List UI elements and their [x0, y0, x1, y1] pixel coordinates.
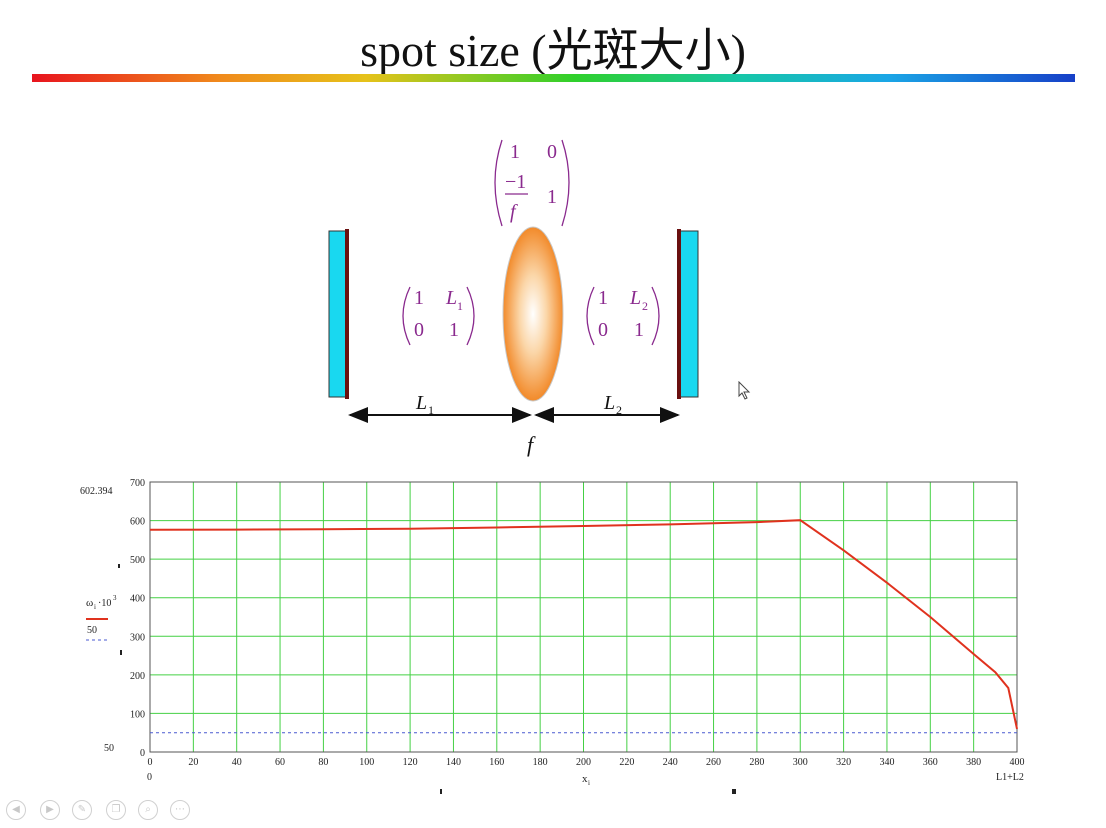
x-tick-label: 300 — [793, 757, 808, 768]
left-matrix-r1c2: L — [445, 287, 457, 309]
more-icon[interactable]: ⋯ — [170, 800, 190, 820]
copy-icon[interactable]: ❐ — [106, 800, 126, 820]
x-tick-label: 120 — [403, 757, 418, 768]
zoom-icon[interactable]: ⌕ — [138, 800, 158, 820]
y-min-readout: 50 — [104, 743, 114, 754]
lens-matrix-r1c1: 1 — [510, 141, 520, 163]
legend-series-1-label: ω — [86, 597, 93, 609]
x-tick-label: 20 — [188, 757, 198, 768]
x-tick-label: 200 — [576, 757, 591, 768]
slide-title: spot size (光斑大小) — [360, 25, 746, 76]
title-underline-bar — [32, 74, 1075, 82]
x-tick-label: 380 — [966, 757, 981, 768]
y-tick-label: 200 — [130, 671, 145, 682]
x-tick-labels: 0 20 40 60 80 100 120 140 160 180 200 220 240 260 280 3… — [148, 757, 1025, 768]
y-tick-label: 0 — [140, 748, 145, 759]
right-matrix-r2c2: 1 — [634, 319, 644, 341]
x-tick-label: 0 — [148, 757, 153, 768]
x-tick-label: 160 — [489, 757, 504, 768]
legend-series-1-sup: 3 — [113, 594, 117, 602]
right-mirror — [677, 229, 699, 399]
l1-label-sub: 1 — [428, 403, 434, 417]
x-tick-label: 60 — [275, 757, 285, 768]
left-matrix-r2c2: 1 — [449, 319, 459, 341]
lens-matrix-r2c2: 1 — [547, 186, 557, 208]
y-tick-label: 400 — [130, 594, 145, 605]
chart-grid — [149, 481, 1018, 753]
x-axis-label: x — [582, 773, 588, 785]
lens-matrix-r2c1-den: f — [510, 201, 518, 223]
y-tick-label: 600 — [130, 517, 145, 528]
lens-matrix: 1 0 −1 f 1 — [494, 139, 570, 227]
lens-matrix-r2c1-num: −1 — [505, 171, 526, 193]
pen-icon[interactable]: ✎ — [72, 800, 92, 820]
y-tick-label: 100 — [130, 709, 145, 720]
x-tick-label: 260 — [706, 757, 721, 768]
x-axis-label-sub: i — [588, 779, 590, 787]
right-matrix-r1c2: L — [629, 287, 641, 309]
left-matrix-r1c1: 1 — [414, 287, 424, 309]
x-tick-label: 100 — [359, 757, 374, 768]
tick-mark — [118, 564, 120, 568]
left-matrix-r1c2-sub: 1 — [457, 299, 463, 313]
y-tick-label: 300 — [130, 632, 145, 643]
left-mirror — [328, 229, 349, 399]
y-max-readout: 602.394 — [80, 486, 113, 497]
left-matrix-r2c1: 0 — [414, 319, 424, 341]
x-tick-label: 240 — [663, 757, 678, 768]
right-matrix-r2c1: 0 — [598, 319, 608, 341]
right-matrix-r1c1: 1 — [598, 287, 608, 309]
chart-series — [149, 519, 1018, 734]
x-right-readout: L1+L2 — [996, 772, 1024, 783]
plot-frame — [149, 481, 1018, 753]
next-icon[interactable]: ▶ — [40, 800, 60, 820]
mouse-cursor-icon — [738, 381, 751, 400]
legend-series-2-label: 50 — [87, 625, 97, 636]
x-tick-label: 360 — [923, 757, 938, 768]
resonator-diagram: 1 0 −1 f 1 1 L 1 0 1 1 L 2 0 1 — [328, 139, 699, 457]
lens-matrix-r1c2: 0 — [547, 141, 557, 163]
y-tick-label: 500 — [130, 555, 145, 566]
x-tick-label: 80 — [318, 757, 328, 768]
x-tick-label: 220 — [619, 757, 634, 768]
prev-icon[interactable]: ◀ — [6, 800, 26, 820]
y-tick-label: 700 — [130, 478, 145, 489]
legend-series-1-suffix: ·10 — [98, 598, 111, 609]
series-line-1 — [149, 519, 1018, 730]
l1-label: L — [415, 392, 427, 414]
x-tick-label: 40 — [232, 757, 242, 768]
x-tick-label: 180 — [533, 757, 548, 768]
tick-mark — [440, 789, 442, 794]
l2-label-sub: 2 — [616, 403, 622, 417]
lens — [502, 226, 564, 402]
legend-series-1-sub: i — [94, 603, 96, 611]
chart-legend: ω i ·10 3 50 — [86, 594, 117, 641]
propagation-matrix-right: 1 L 2 0 1 — [586, 286, 660, 346]
x-tick-label: 280 — [749, 757, 764, 768]
propagation-matrix-left: 1 L 1 0 1 — [402, 286, 475, 346]
tick-mark — [120, 650, 122, 655]
tick-mark — [732, 789, 736, 794]
x-tick-label: 340 — [879, 757, 894, 768]
right-matrix-r1c2-sub: 2 — [642, 299, 648, 313]
x-tick-label: 140 — [446, 757, 461, 768]
l2-label: L — [603, 392, 615, 414]
x-left-readout: 0 — [147, 772, 152, 783]
x-tick-label: 400 — [1010, 757, 1025, 768]
x-tick-label: 320 — [836, 757, 851, 768]
focal-length-label: f — [527, 432, 536, 457]
y-tick-labels: 0 100 200 300 400 500 600 700 — [130, 478, 145, 759]
